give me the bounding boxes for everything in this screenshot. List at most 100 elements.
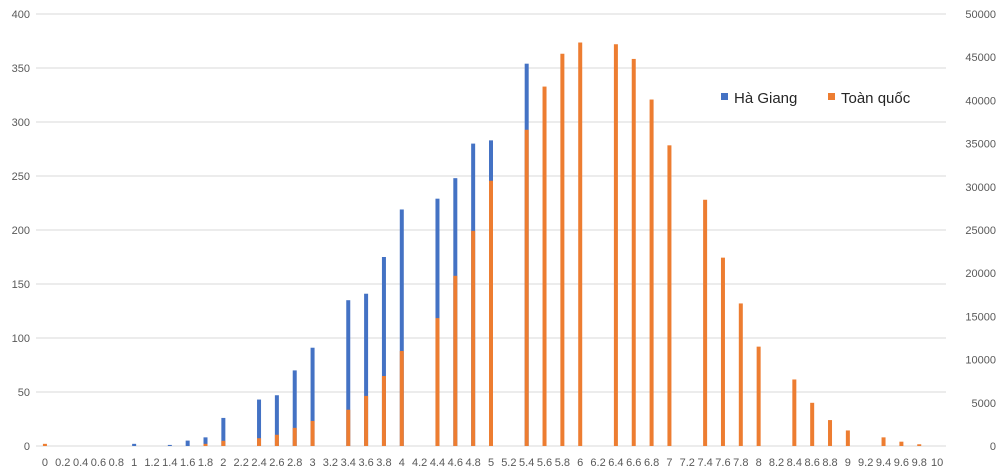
legend-label-ha-giang: Hà Giang xyxy=(734,90,797,107)
bar-toan-quoc xyxy=(649,99,654,446)
bar-toan-quoc xyxy=(435,318,440,446)
bar-ha-giang xyxy=(310,347,315,446)
x-tick-label: 9 xyxy=(845,457,851,469)
bar-toan-quoc xyxy=(560,53,565,447)
x-tick-label: 3.2 xyxy=(323,457,338,469)
x-tick-label: 5.2 xyxy=(501,457,516,469)
bar-ha-giang xyxy=(185,440,190,446)
bar-toan-quoc xyxy=(667,145,672,446)
x-tick-label: 0.6 xyxy=(91,457,106,469)
x-tick-label: 7.2 xyxy=(680,457,695,469)
bar-toan-quoc xyxy=(917,444,922,446)
left-y-tick-label: 300 xyxy=(12,117,30,129)
bar-toan-quoc xyxy=(720,257,725,446)
left-y-tick-label: 200 xyxy=(12,225,30,237)
x-tick-label: 1.6 xyxy=(180,457,195,469)
right-y-tick-label: 30000 xyxy=(965,182,996,194)
x-tick-label: 4.8 xyxy=(466,457,481,469)
legend: Hà Giang Toàn quốc xyxy=(721,90,911,107)
x-tick-label: 8.6 xyxy=(805,457,820,469)
x-tick-label: 10 xyxy=(931,457,943,469)
right-y-tick-label: 0 xyxy=(990,441,996,453)
bar-ha-giang xyxy=(167,444,172,446)
right-y-tick-label: 5000 xyxy=(972,398,996,410)
left-y-tick-label: 100 xyxy=(12,333,30,345)
bar-ha-giang xyxy=(399,209,404,446)
x-tick-label: 0 xyxy=(42,457,48,469)
bar-toan-quoc xyxy=(828,420,833,446)
x-tick-label: 8.4 xyxy=(787,457,802,469)
bar-ha-giang xyxy=(203,437,208,446)
x-tick-label: 2.8 xyxy=(287,457,302,469)
bar-toan-quoc xyxy=(42,443,47,446)
x-tick-label: 5.6 xyxy=(537,457,552,469)
x-tick-label: 8.8 xyxy=(822,457,837,469)
legend-item-ha-giang: Hà Giang xyxy=(721,90,797,107)
bar-toan-quoc xyxy=(542,86,547,447)
bar-toan-quoc xyxy=(845,430,850,446)
bar-ha-giang xyxy=(274,395,279,446)
bar-toan-quoc xyxy=(257,438,262,446)
right-y-tick-label: 15000 xyxy=(965,311,996,323)
left-y-tick-label: 50 xyxy=(18,387,30,399)
right-y-tick-label: 35000 xyxy=(965,139,996,151)
x-tick-label: 5.4 xyxy=(519,457,534,469)
x-tick-label: 2.4 xyxy=(251,457,266,469)
x-tick-label: 6.2 xyxy=(590,457,605,469)
x-tick-label: 1.2 xyxy=(144,457,159,469)
bar-toan-quoc xyxy=(381,376,386,446)
x-tick-label: 8 xyxy=(756,457,762,469)
right-y-tick-label: 50000 xyxy=(965,9,996,21)
bar-toan-quoc xyxy=(399,350,404,446)
x-tick-label: 4.2 xyxy=(412,457,427,469)
bar-ha-giang xyxy=(132,443,137,446)
x-tick-label: 3.8 xyxy=(376,457,391,469)
x-tick-label: 2 xyxy=(220,457,226,469)
bar-toan-quoc xyxy=(292,427,297,446)
bar-ha-giang xyxy=(292,370,297,446)
left-y-tick-label: 0 xyxy=(24,441,30,453)
right-y-tick-label: 10000 xyxy=(965,355,996,367)
left-y-tick-label: 250 xyxy=(12,171,30,183)
bar-ha-giang xyxy=(257,399,262,446)
bar-toan-quoc xyxy=(899,441,904,446)
bar-toan-quoc xyxy=(631,58,636,446)
x-tick-label: 6.4 xyxy=(608,457,623,469)
bar-toan-quoc xyxy=(578,42,583,447)
bar-ha-giang xyxy=(364,293,369,446)
x-tick-label: 3.4 xyxy=(341,457,356,469)
x-tick-label: 0.4 xyxy=(73,457,88,469)
x-tick-label: 9.2 xyxy=(858,457,873,469)
x-tick-label: 9.4 xyxy=(876,457,891,469)
x-tick-label: 4 xyxy=(399,457,405,469)
bars xyxy=(42,42,922,447)
bar-toan-quoc xyxy=(703,199,708,446)
bar-toan-quoc xyxy=(489,180,493,446)
bar-toan-quoc xyxy=(453,275,458,446)
x-tick-label: 5 xyxy=(488,457,494,469)
legend-label-toan-quoc: Toàn quốc xyxy=(841,90,911,107)
x-tick-label: 1.4 xyxy=(162,457,177,469)
right-y-tick-label: 40000 xyxy=(965,95,996,107)
bar-toan-quoc xyxy=(203,443,208,446)
left-y-axis: 0 50 100 150 200 250 300 350 400 xyxy=(12,9,30,453)
x-tick-label: 6.8 xyxy=(644,457,659,469)
bar-toan-quoc xyxy=(221,440,226,446)
bar-toan-quoc xyxy=(738,303,743,446)
bar-toan-quoc xyxy=(881,437,886,446)
x-tick-label: 3.6 xyxy=(358,457,373,469)
bar-toan-quoc xyxy=(274,434,279,446)
bar-ha-giang xyxy=(221,417,226,446)
x-tick-label: 7.6 xyxy=(715,457,730,469)
left-y-tick-label: 350 xyxy=(12,63,30,75)
x-tick-label: 7.8 xyxy=(733,457,748,469)
x-tick-label: 5.8 xyxy=(555,457,570,469)
right-y-tick-label: 45000 xyxy=(965,52,996,64)
x-tick-label: 7.4 xyxy=(697,457,712,469)
x-tick-label: 8.2 xyxy=(769,457,784,469)
left-y-tick-label: 400 xyxy=(12,9,30,21)
right-y-axis: 0 5000 10000 15000 20000 25000 30000 35000 40000… xyxy=(965,9,996,453)
bar-ha-giang xyxy=(381,257,386,446)
x-tick-label: 3 xyxy=(310,457,316,469)
x-tick-label: 2.2 xyxy=(234,457,249,469)
